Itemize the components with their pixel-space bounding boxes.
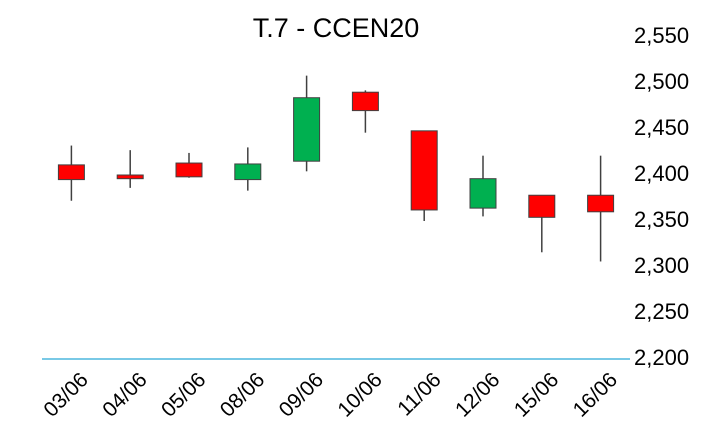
candle-body: [469, 178, 497, 209]
y-tick-label: 2,550: [634, 23, 689, 48]
candle-body: [293, 97, 321, 162]
x-tick-label: 16/06: [569, 368, 622, 421]
y-tick-label: 2,500: [634, 69, 689, 94]
x-tick-label: 04/06: [98, 368, 151, 421]
y-tick-label: 2,350: [634, 207, 689, 232]
candle-body: [587, 194, 615, 213]
x-tick-label: 03/06: [39, 368, 92, 421]
y-tick-label: 2,250: [634, 299, 689, 324]
x-tick-label: 10/06: [333, 368, 386, 421]
x-tick-label: 12/06: [451, 368, 504, 421]
x-tick-label: 08/06: [216, 368, 269, 421]
x-tick-label: 05/06: [157, 368, 210, 421]
x-tick-label: 09/06: [275, 368, 328, 421]
y-tick-label: 2,450: [634, 115, 689, 140]
chart-title: T.7 - CCEN20: [253, 13, 420, 43]
candle-body: [234, 163, 262, 181]
x-tick-label: 15/06: [510, 368, 563, 421]
y-tick-label: 2,200: [634, 345, 689, 370]
candle-body: [175, 162, 203, 178]
x-tick-label: 11/06: [393, 368, 445, 420]
candle-body: [410, 130, 438, 211]
candle-body: [116, 174, 144, 180]
candle-body: [57, 164, 85, 181]
candle-body: [351, 91, 379, 112]
y-tick-label: 2,300: [634, 253, 689, 278]
y-tick-label: 2,400: [634, 161, 689, 186]
candle-body: [528, 194, 556, 218]
